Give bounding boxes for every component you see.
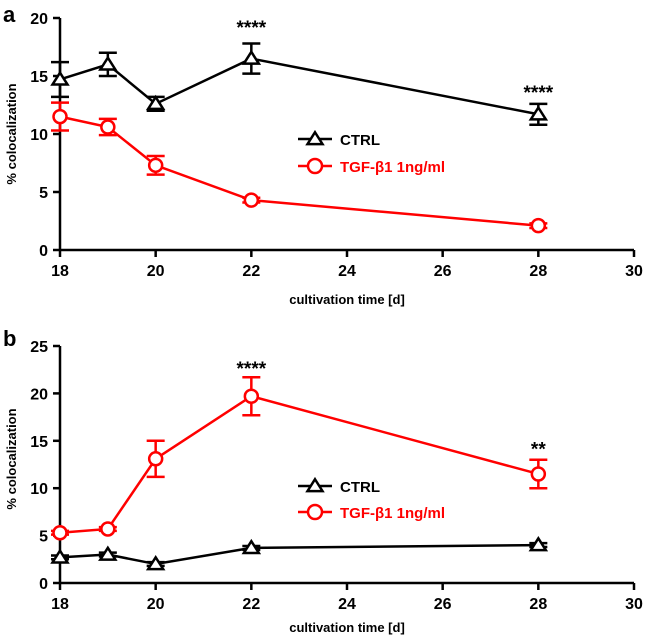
panel-b: b % colocalization cultivation time [d] … xyxy=(3,326,643,635)
legend-ctrl-label: CTRL xyxy=(340,132,380,149)
data-point-circle xyxy=(243,388,260,404)
data-point-triangle xyxy=(241,49,262,65)
x-tick-label: 28 xyxy=(529,596,547,613)
x-tick-label: 30 xyxy=(625,263,643,280)
panel-a-y-axis-title: % colocalization xyxy=(4,83,19,184)
legend-ctrl-label: CTRL xyxy=(340,479,380,496)
y-tick-label: 0 xyxy=(39,243,48,260)
panel-a-x-axis-title: cultivation time [d] xyxy=(289,292,405,307)
data-point-triangle xyxy=(98,55,118,71)
data-point-circle xyxy=(52,525,68,541)
x-tick-label: 22 xyxy=(242,596,260,613)
legend-tgf-label: TGF-β1 1ng/ml xyxy=(340,505,445,522)
series-line xyxy=(59,115,539,227)
x-tick-label: 20 xyxy=(147,263,165,280)
data-point-triangle xyxy=(98,545,118,561)
panel-a-letter: a xyxy=(3,2,16,27)
panel-a-series-layer: **** **** xyxy=(50,18,554,234)
panel-a-legend: CTRL TGF-β1 1ng/ml xyxy=(298,129,445,176)
x-tick-label: 22 xyxy=(242,263,260,280)
series-line xyxy=(59,543,539,566)
panel-b-x-axis-title: cultivation time [d] xyxy=(289,620,405,635)
data-point-triangle xyxy=(528,105,549,121)
data-point-triangle xyxy=(145,94,166,111)
y-tick-label: 15 xyxy=(30,434,48,451)
y-tick-label: 5 xyxy=(39,529,48,546)
significance-annotation: **** xyxy=(524,83,554,104)
data-point-circle xyxy=(530,217,547,234)
x-tick-label: 26 xyxy=(434,596,452,613)
y-tick-label: 5 xyxy=(39,185,48,202)
significance-annotation: ** xyxy=(531,440,546,461)
legend-tgf-circle-icon xyxy=(306,157,324,175)
significance-annotation: **** xyxy=(237,18,267,39)
data-point-circle xyxy=(147,157,164,174)
data-point-triangle xyxy=(50,548,70,564)
legend-ctrl-triangle-icon xyxy=(305,129,325,146)
data-point-circle xyxy=(243,192,260,208)
panel-a: a % colocalization cultivation time [d] … xyxy=(3,2,643,307)
y-tick-label: 0 xyxy=(39,576,48,593)
x-tick-label: 26 xyxy=(434,263,452,280)
legend-tgf-circle-icon xyxy=(306,503,324,521)
panel-b-axes: 0 5 10 15 20 25 18 20 22 24 26 28 30 xyxy=(30,339,643,613)
significance-annotation: **** xyxy=(237,359,267,380)
x-tick-label: 18 xyxy=(51,263,69,280)
data-point-circle xyxy=(147,451,164,467)
x-tick-label: 24 xyxy=(338,263,356,280)
x-tick-label: 28 xyxy=(529,263,547,280)
y-tick-label: 20 xyxy=(30,386,48,403)
x-tick-label: 20 xyxy=(147,596,165,613)
legend-tgf-label: TGF-β1 1ng/ml xyxy=(340,159,445,176)
data-point-circle xyxy=(530,466,547,482)
data-point-triangle xyxy=(50,70,70,86)
series-line xyxy=(59,57,539,116)
y-tick-label: 15 xyxy=(30,69,48,86)
x-tick-label: 24 xyxy=(338,596,356,613)
panel-b-y-axis-title: % colocalization xyxy=(4,408,19,509)
data-point-circle xyxy=(52,108,68,125)
x-tick-label: 18 xyxy=(51,596,69,613)
y-tick-label: 10 xyxy=(30,127,48,144)
y-tick-label: 25 xyxy=(30,339,48,356)
data-point-circle xyxy=(100,521,116,537)
legend-ctrl-triangle-icon xyxy=(305,476,325,493)
data-point-circle xyxy=(100,119,116,135)
panel-a-axes: 0 5 10 15 20 18 20 22 24 26 28 30 xyxy=(30,11,643,280)
x-tick-label: 30 xyxy=(625,596,643,613)
panel-b-legend: CTRL TGF-β1 1ng/ml xyxy=(298,476,445,522)
y-tick-label: 20 xyxy=(30,11,48,28)
data-point-triangle xyxy=(241,538,262,555)
y-tick-label: 10 xyxy=(30,481,48,498)
panel-b-series-layer: ****** xyxy=(50,359,549,571)
panel-b-letter: b xyxy=(3,326,16,351)
data-point-triangle xyxy=(145,554,166,571)
data-point-triangle xyxy=(528,535,549,552)
